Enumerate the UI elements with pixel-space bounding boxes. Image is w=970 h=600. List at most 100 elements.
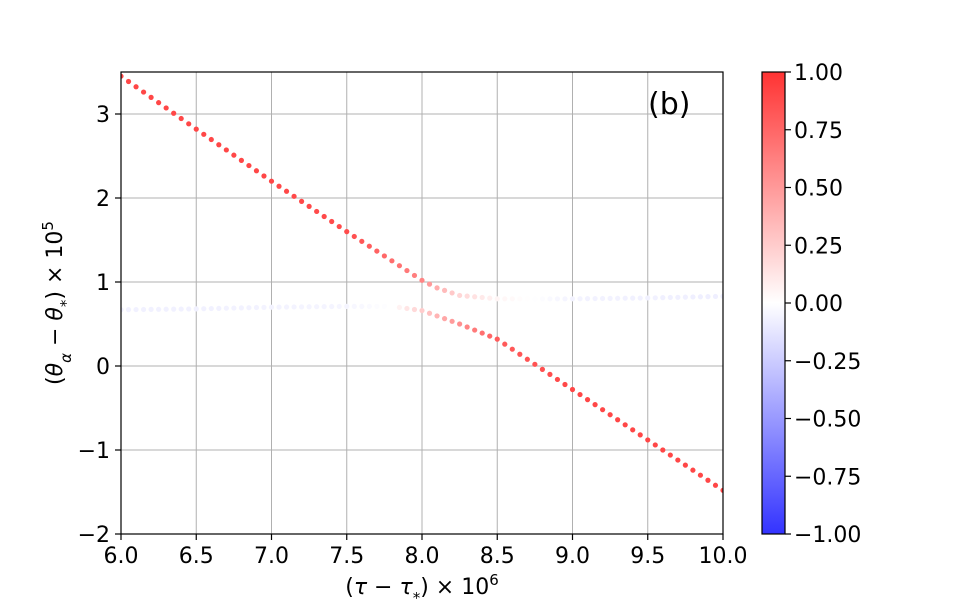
lower-branch-point (163, 306, 169, 312)
colorbar (762, 72, 785, 534)
upper-branch-point (276, 183, 282, 189)
lower-branch-point (140, 306, 147, 313)
upper-branch-point (396, 263, 403, 269)
lower-branch-point (411, 306, 418, 313)
x-tick-label: 7.5 (329, 544, 364, 569)
upper-branch-point (246, 162, 252, 169)
lower-branch-point (419, 307, 425, 314)
lower-branch-point (524, 356, 530, 362)
upper-branch-point (547, 296, 553, 302)
upper-branch-point (366, 243, 372, 249)
upper-branch-point (457, 292, 463, 299)
upper-branch-point (524, 296, 530, 302)
lower-branch-point (660, 447, 666, 453)
upper-branch-point (291, 193, 297, 199)
y-tick-label: −2 (78, 523, 110, 548)
upper-branch-point (697, 294, 704, 300)
lower-branch-point (171, 306, 177, 312)
lower-branch-point (268, 304, 275, 310)
upper-branch-point (464, 293, 470, 299)
upper-branch-point (238, 157, 244, 163)
lower-branch-point (396, 304, 403, 311)
colorbar-tick-label: 0.50 (794, 177, 843, 202)
lower-branch-point (652, 442, 658, 448)
upper-branch-point (622, 295, 628, 301)
panel-label: (b) (648, 87, 690, 122)
lower-branch-point (208, 305, 214, 312)
lower-branch-point (351, 303, 357, 309)
upper-branch-point (389, 258, 395, 264)
upper-branch-point (178, 115, 184, 122)
upper-branch-point (261, 173, 267, 179)
upper-branch-point (720, 293, 723, 299)
lower-branch-point (193, 306, 199, 312)
upper-branch-point (532, 296, 538, 302)
lower-branch-point (231, 305, 237, 311)
lower-branch-point (562, 381, 568, 388)
y-tick-label: 0 (96, 355, 110, 380)
colorbar-ticks: −1.00 −0.75 −0.50 −0.25 0.00 0.25 0.50 0.75 1.00 (785, 61, 861, 548)
lower-branch-point (637, 432, 643, 438)
lower-branch-point (712, 482, 719, 488)
lower-branch-point (223, 305, 229, 311)
x-tick-label: 6.0 (104, 544, 139, 569)
upper-branch-point (208, 136, 214, 143)
upper-branch-point (615, 295, 621, 301)
colorbar-tick-label: −1.00 (794, 523, 861, 548)
upper-branch-point (592, 295, 598, 302)
upper-branch-point (381, 253, 387, 259)
colorbar-tick-label: 0.00 (794, 292, 843, 317)
upper-branch-point (201, 131, 207, 137)
upper-branch-point (133, 84, 139, 90)
upper-branch-point (148, 94, 154, 100)
upper-branch-point (502, 296, 508, 302)
lower-branch-point (487, 333, 493, 339)
upper-branch-point (223, 147, 229, 153)
lower-branch-point (472, 327, 478, 333)
upper-branch-point (314, 208, 320, 215)
lower-branch-point (283, 304, 290, 310)
lower-branch-point (569, 386, 576, 393)
y-axis-ticks: −2 −1 0 1 2 3 (78, 103, 121, 548)
upper-branch-point (607, 295, 613, 301)
lower-branch-point (344, 303, 350, 309)
lower-branch-point (246, 305, 252, 311)
upper-branch-point (140, 89, 147, 95)
x-tick-label: 6.5 (179, 544, 214, 569)
upper-branch-point (419, 277, 425, 283)
lower-branch-point (645, 437, 651, 443)
lower-branch-point (261, 304, 267, 310)
upper-branch-point (667, 294, 673, 301)
lower-branch-point (336, 303, 342, 310)
x-axis-ticks: 6.0 6.5 7.0 7.5 8.0 8.5 9.0 9.5 10.0 (104, 534, 747, 569)
lower-branch-point (554, 376, 561, 383)
lower-branch-point (457, 321, 463, 327)
colorbar-tick-label: −0.75 (794, 465, 861, 490)
lower-branch-point (494, 336, 500, 342)
lower-branch-point (359, 303, 365, 309)
lower-branch-point (607, 412, 613, 418)
x-tick-label: 9.5 (630, 544, 665, 569)
lower-branch-point (441, 316, 448, 322)
lower-branch-point (547, 371, 553, 377)
upper-branch-point (351, 233, 357, 240)
lower-branch-point (148, 306, 154, 312)
upper-branch-point (329, 218, 335, 225)
upper-branch-point (193, 126, 199, 132)
upper-branch-point (306, 203, 312, 209)
upper-branch-point (411, 272, 418, 279)
colorbar-tick-label: 0.25 (794, 234, 843, 259)
lower-branch-point (434, 313, 440, 319)
upper-branch-point (645, 295, 651, 301)
upper-branch-point (268, 178, 275, 184)
colorbar-tick-label: 1.00 (794, 61, 843, 86)
lower-branch-point (133, 306, 139, 313)
lower-branch-point (299, 304, 305, 310)
upper-branch-point (562, 296, 568, 302)
upper-branch-point (299, 198, 305, 204)
upper-branch-point (216, 142, 222, 148)
upper-branch-point (186, 121, 192, 127)
lower-branch-point (238, 305, 244, 311)
x-tick-label: 9.0 (555, 544, 590, 569)
